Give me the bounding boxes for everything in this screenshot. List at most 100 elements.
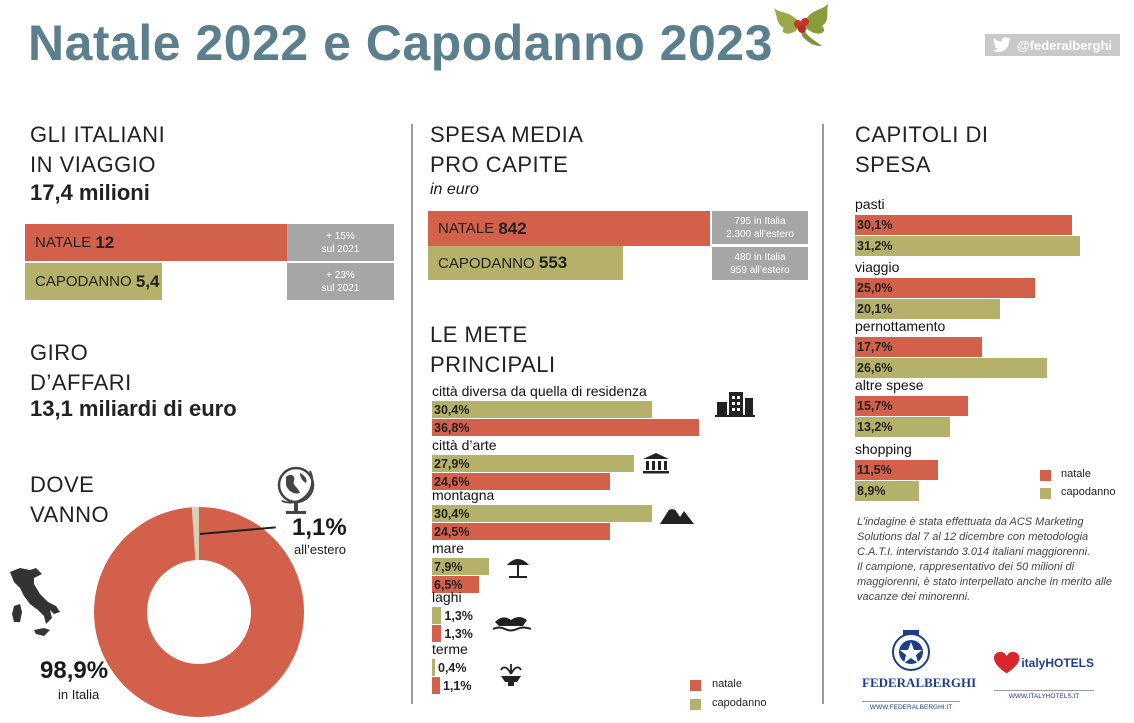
travelers-capodanno-label: CAPODANNO (35, 273, 132, 290)
travelers-natale-change-box: + 15% sul 2021 (287, 224, 394, 261)
capitoli-bar-capodanno-3: 13,2% (855, 417, 951, 437)
boat-icon (493, 617, 531, 632)
capitoli-legend-capodanno: capodanno (1061, 486, 1116, 498)
italy-map-icon (10, 568, 60, 636)
destinations-heading: DOVE VANNO (30, 470, 109, 530)
capitoli-bar-capodanno-4-label: 8,9% (857, 484, 886, 498)
mete-legend-capodanno: capodanno (712, 697, 767, 709)
mete-category-2: montagna (432, 487, 495, 503)
travelers-heading-line2: IN VIAGGIO (30, 152, 157, 177)
temple-icon (643, 453, 669, 474)
umbrella-icon (507, 559, 529, 578)
mete-category-0: città diversa da quella di residenza (432, 383, 647, 399)
mete-bar-natale-5-label: 1,1% (442, 678, 472, 693)
mete-bar-capodanno-0-label: 30,4% (434, 402, 470, 417)
capitoli-heading: CAPITOLI DI SPESA (855, 120, 988, 180)
donut-slice-abroad (191, 507, 199, 561)
destinations-heading-line1: DOVE (30, 472, 95, 497)
spending-heading: SPESA MEDIA PRO CAPITE (430, 120, 583, 180)
mete-bar-capodanno-2: 30,4% (432, 505, 653, 522)
capitoli-bar-natale-1: 25,0% (855, 278, 1035, 298)
spending-heading-line1: SPESA MEDIA (430, 122, 584, 147)
spending-heading-line2: PRO CAPITE (430, 152, 569, 177)
capitoli-bar-natale-1-label: 25,0% (857, 281, 893, 295)
spending-natale-value: 842 (498, 218, 527, 238)
mete-bar-capodanno-1: 27,9% (432, 455, 635, 472)
federalberghi-logo[interactable]: FEDERALBERGHI WWW.FEDERALBERGHI.IT (862, 628, 977, 711)
capitoli-bar-capodanno-0-label: 31,2% (857, 239, 893, 253)
capitoli-bar-natale-2-label: 17,7% (857, 340, 893, 354)
capitoli-bar-capodanno-2-label: 26,6% (857, 361, 893, 375)
turnover-heading: GIRO D’AFFARI (30, 338, 132, 398)
mete-bar-capodanno-5-label: 0,4% (438, 660, 467, 675)
twitter-handle-text: @federalberghi (1016, 37, 1112, 53)
travelers-total: 17,4 milioni (30, 180, 150, 205)
capitoli-bar-capodanno-1: 20,1% (855, 299, 1000, 319)
methodology-note: L’indagine è stata effettuata da ACS Mar… (857, 515, 1119, 605)
mete-bar-natale-4: 1,3% (432, 625, 473, 642)
mete-heading-line1: LE METE (430, 322, 528, 347)
mete-bar-capodanno-4: 1,3% (432, 607, 473, 624)
mete-bar-capodanno-0: 30,4% (432, 401, 653, 418)
spending-capodanno-italy: 480 in Italia (734, 251, 786, 263)
italy-percentage: 98,9% (40, 657, 109, 684)
mete-bar-natale-3-label: 6,5% (434, 577, 463, 592)
capitoli-bar-natale-0: 30,1% (855, 215, 1072, 235)
donut-slice-italy (94, 507, 304, 717)
mete-bar-capodanno-3-label: 7,9% (434, 559, 463, 574)
federalberghi-url: WWW.FEDERALBERGHI.IT (862, 701, 960, 711)
spending-capodanno-detail-box: 480 in Italia 959 all’estero (712, 247, 808, 280)
mete-bar-natale-1: 24,6% (432, 473, 611, 490)
capitoli-legend-natale: natale (1061, 468, 1091, 480)
spending-capodanno-label: CAPODANNO (438, 254, 535, 272)
capitoli-legend-capodanno-swatch (1040, 488, 1051, 499)
mete-bar-natale-4-label: 1,3% (444, 626, 473, 641)
capitoli-bar-natale-4-label: 11,5% (857, 463, 892, 477)
capitoli-bar-capodanno-1-label: 20,1% (857, 302, 893, 316)
capitoli-bar-capodanno-3-label: 13,2% (857, 420, 893, 434)
mete-heading-line2: PRINCIPALI (430, 352, 556, 377)
holly-icon (774, 4, 828, 46)
mete-legend-natale: natale (712, 678, 742, 690)
methodology-note-para2: Il campione, rappresentativo dei 50 mili… (857, 561, 1112, 603)
travelers-natale-change: + 15% (326, 230, 355, 242)
italyhotels-url: WWW.ITALYHOTELS.IT (994, 690, 1094, 700)
capitoli-heading-line2: SPESA (855, 152, 931, 177)
mete-bar-capodanno-4-label: 1,3% (444, 608, 473, 623)
spending-natale-label: NATALE (438, 220, 495, 237)
mete-bar-capodanno-2-label: 30,4% (434, 506, 470, 521)
column-divider-left (411, 124, 413, 704)
destinations-donut (94, 507, 304, 717)
mete-heading: LE METE PRINCIPALI (430, 320, 556, 380)
federalberghi-name: FEDERALBERGHI (862, 675, 977, 690)
mete-category-4: laghi (432, 589, 462, 605)
travelers-capodanno-change-ref: sul 2021 (321, 282, 360, 294)
spending-capodanno-abroad: 959 all’estero (730, 264, 790, 276)
abroad-percentage: 1,1% (292, 514, 347, 541)
twitter-icon (992, 37, 1011, 52)
column-divider-right (822, 124, 824, 704)
capitoli-bar-capodanno-0: 31,2% (855, 236, 1080, 256)
destinations-heading-line2: VANNO (30, 502, 110, 527)
italyhotels-logo[interactable]: italyHOTELS WWW.ITALYHOTELS.IT (994, 648, 1094, 700)
turnover-heading-line1: GIRO (30, 340, 89, 365)
spending-capodanno-value: 553 (538, 253, 568, 272)
twitter-handle[interactable]: @federalberghi (984, 34, 1120, 56)
spending-capodanno-bar: CAPODANNO 553 (428, 246, 623, 280)
capitoli-bar-capodanno-2: 26,6% (855, 358, 1047, 378)
mete-bar-natale-5: 1,1% (432, 677, 471, 694)
capitoli-category-1: viaggio (855, 259, 900, 275)
travelers-natale-label: NATALE (35, 234, 92, 251)
italy-label: in Italia (58, 687, 100, 702)
mete-bar-natale-0: 36,8% (432, 419, 699, 436)
federalberghi-emblem-icon (892, 630, 930, 671)
mete-bar-natale-1-label: 24,6% (434, 474, 470, 489)
travelers-natale-change-ref: sul 2021 (321, 243, 360, 255)
mete-chart: città diversa da quella di residenza 30,4… (0, 0, 699, 694)
capitoli-category-0: pasti (855, 196, 885, 212)
capitoli-bar-natale-3: 15,7% (855, 396, 969, 416)
mete-bar-natale-2: 24,5% (432, 523, 610, 540)
spending-natale-bar: NATALE 842 (428, 211, 710, 246)
mete-legend-natale-swatch (690, 680, 701, 691)
building-icon (715, 392, 755, 417)
